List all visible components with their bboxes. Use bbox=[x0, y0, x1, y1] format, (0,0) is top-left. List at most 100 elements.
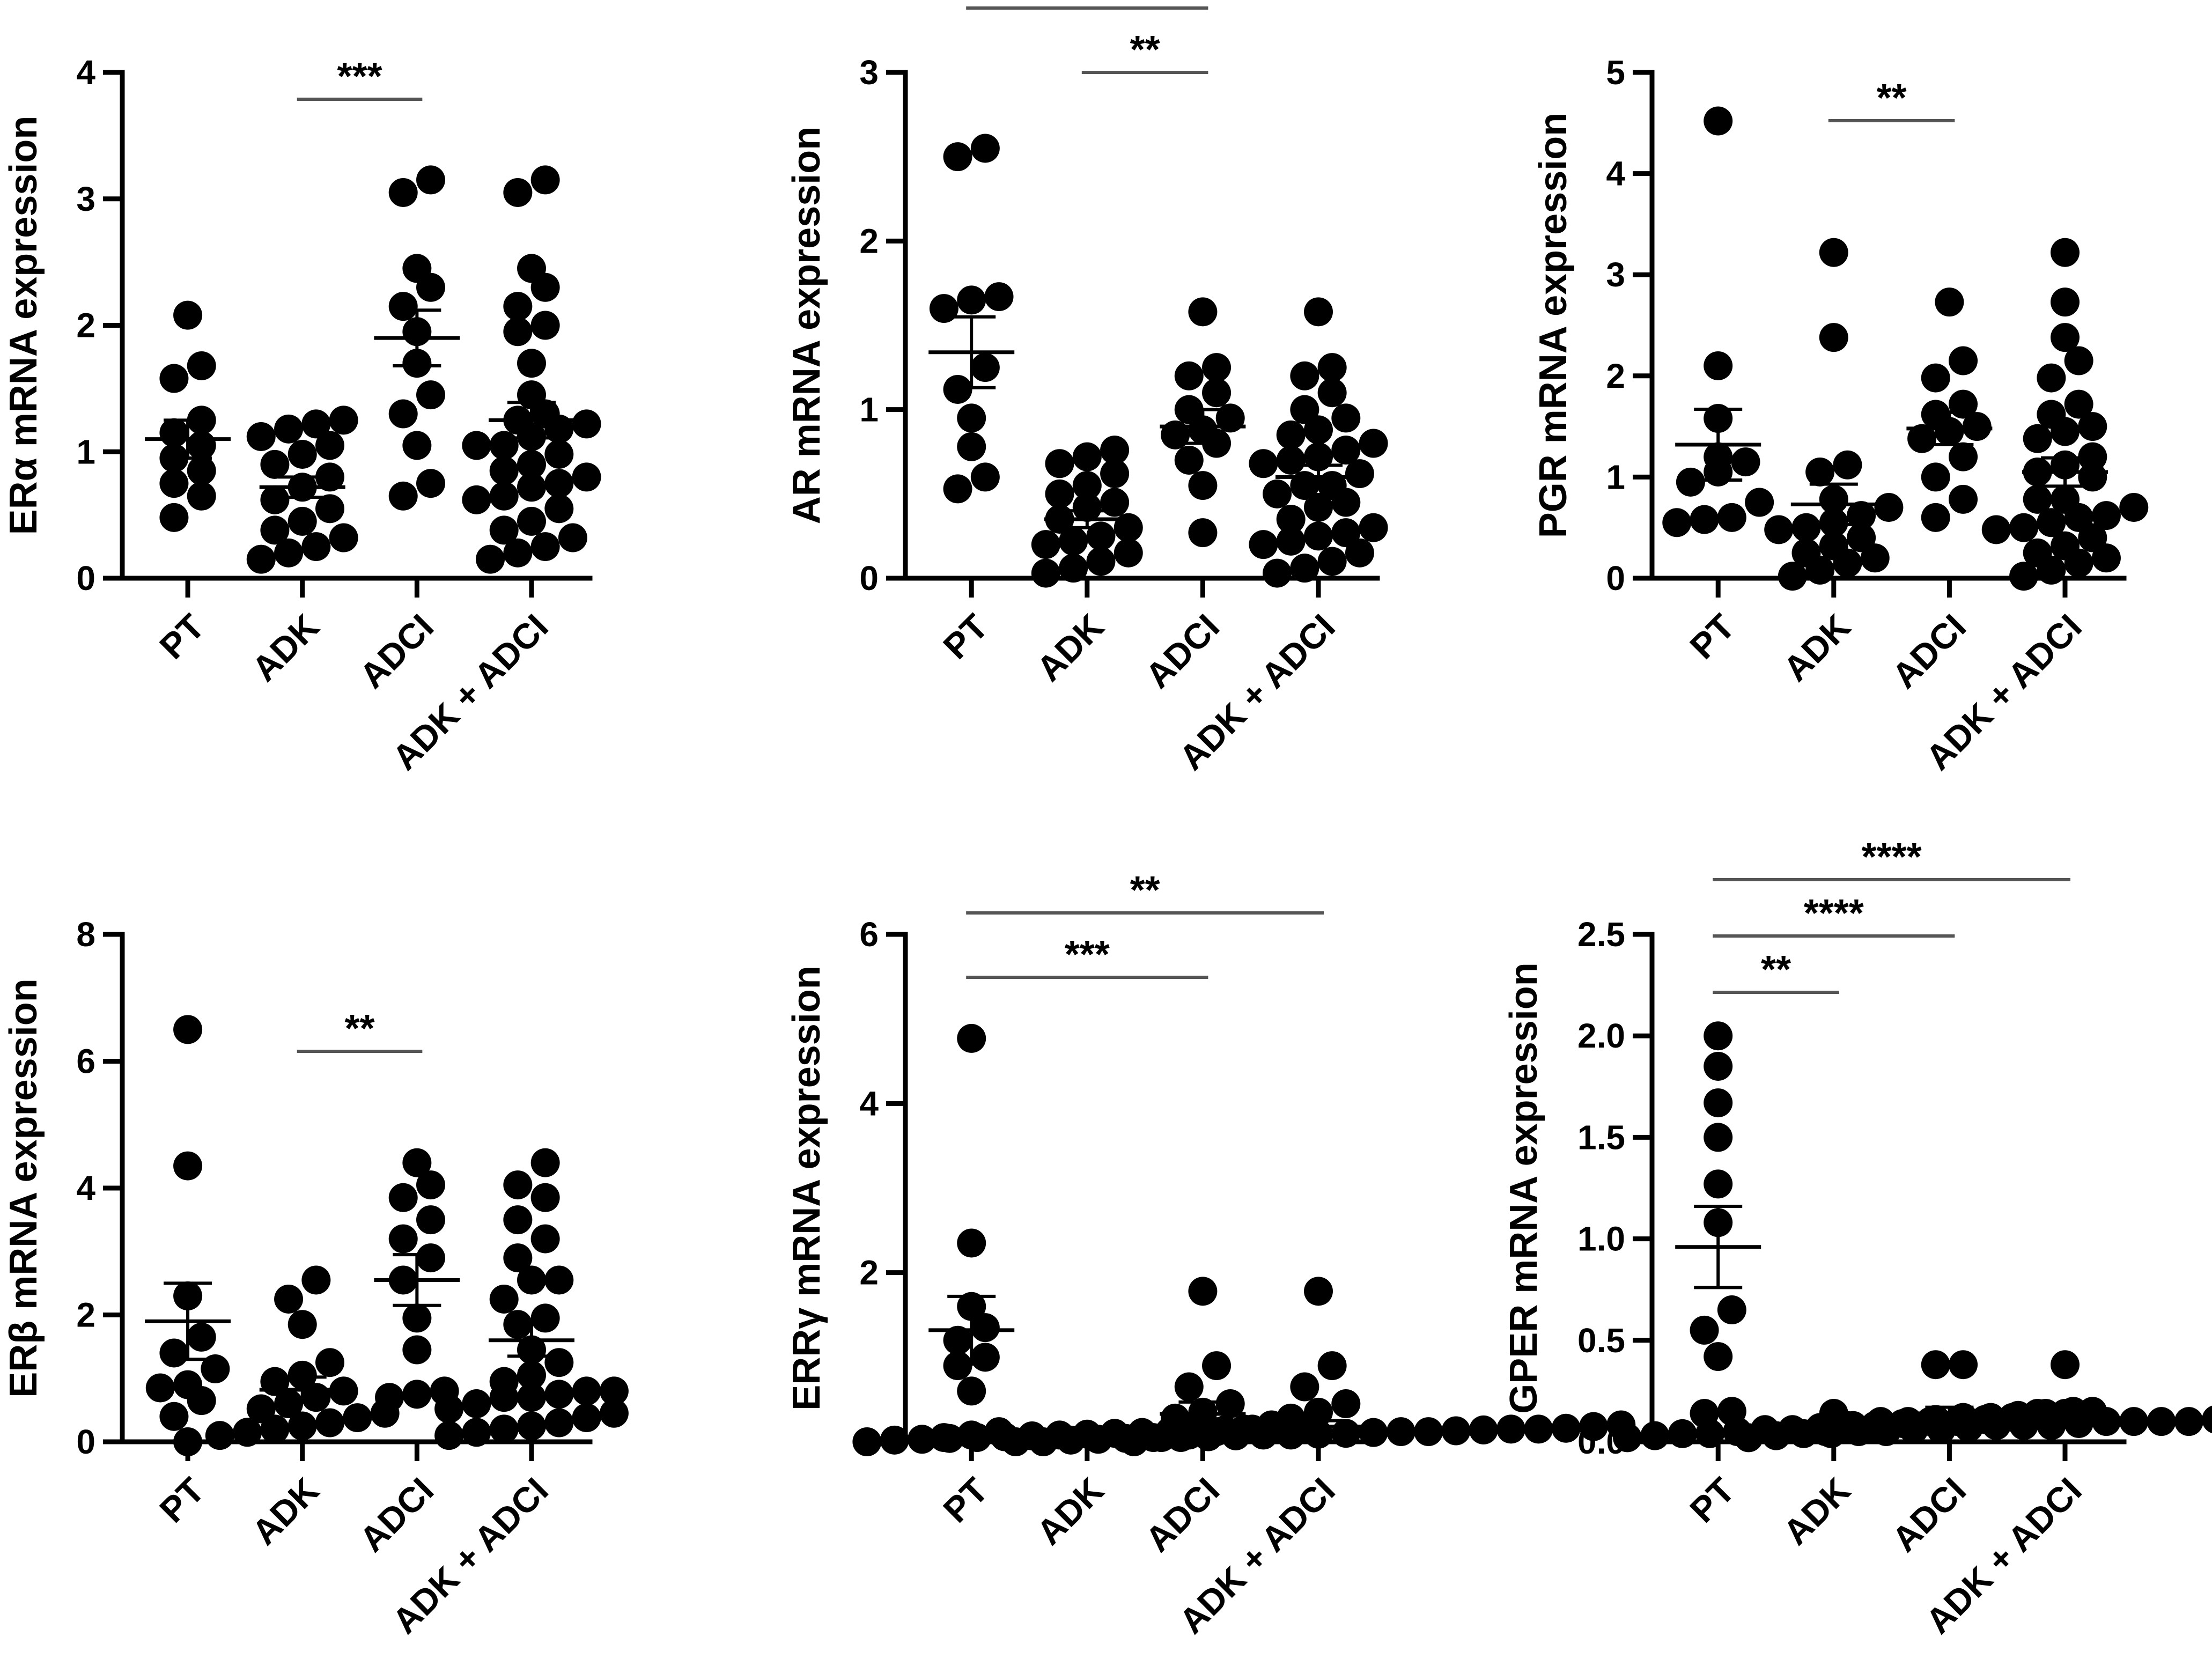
data-point-pt bbox=[957, 1376, 986, 1406]
data-point-adk bbox=[1860, 543, 1890, 573]
y-axis-label: ERα mRNA expression bbox=[2, 116, 45, 535]
data-point-adk-adci bbox=[530, 311, 560, 340]
data-point-adk bbox=[274, 1284, 304, 1314]
significance-label: ** bbox=[345, 1007, 375, 1050]
data-point-pt bbox=[943, 474, 972, 504]
data-point-adk-adci bbox=[517, 506, 546, 536]
data-point-adk-adci bbox=[503, 1170, 533, 1200]
data-point-adci bbox=[1188, 471, 1218, 500]
data-point-adci bbox=[1949, 389, 1978, 419]
y-axis-label: PGR mRNA expression bbox=[1532, 113, 1575, 539]
data-point-adci bbox=[402, 431, 432, 460]
data-point-adk-adci bbox=[2037, 400, 2066, 429]
data-point-adk bbox=[1791, 538, 1821, 567]
data-point-adci bbox=[388, 292, 418, 321]
data-point-pt bbox=[1690, 505, 1719, 534]
data-point-adk-adci bbox=[1331, 1389, 1361, 1419]
data-point-adk bbox=[329, 523, 358, 552]
data-point-adci bbox=[1188, 1277, 1218, 1306]
y-axis-label: AR mRNA expression bbox=[785, 127, 828, 525]
data-point-adk-adci bbox=[1345, 459, 1374, 489]
y-tick-label: 1.5 bbox=[1577, 1118, 1625, 1156]
data-point-adci bbox=[1188, 518, 1218, 548]
data-point-pt bbox=[173, 1370, 203, 1399]
data-point-adk-adci bbox=[434, 1394, 464, 1424]
data-point-adci bbox=[1949, 1350, 1978, 1380]
data-point-pt bbox=[970, 134, 1000, 163]
data-point-pt bbox=[173, 1151, 203, 1181]
data-point-adk-adci bbox=[1345, 538, 1374, 567]
data-point-adk bbox=[1059, 554, 1088, 583]
data-point-adk-adci bbox=[1290, 361, 1319, 390]
data-point-adk-adci bbox=[1331, 518, 1361, 548]
data-point-pt bbox=[943, 1351, 972, 1381]
data-point-adci bbox=[1921, 503, 1950, 532]
x-tick-label-pt: PT bbox=[152, 607, 212, 667]
data-point-pt bbox=[1745, 488, 1774, 517]
data-point-adk bbox=[205, 1421, 234, 1450]
data-point-adk-adci bbox=[2051, 1350, 2080, 1380]
data-point-adci bbox=[1215, 1389, 1245, 1419]
data-point-adci bbox=[1921, 1350, 1950, 1380]
y-tick-label: 2 bbox=[1606, 357, 1625, 395]
data-point-adk bbox=[233, 1418, 262, 1447]
data-point-adci bbox=[388, 399, 418, 429]
data-point-adk bbox=[1045, 449, 1074, 478]
y-tick-label: 0 bbox=[76, 1422, 95, 1461]
x-tick-label-adk: ADK bbox=[1775, 1470, 1858, 1552]
data-point-adk bbox=[301, 532, 331, 562]
data-point-adk bbox=[287, 1411, 317, 1441]
data-point-adk bbox=[301, 1265, 331, 1295]
data-point-adk-adci bbox=[489, 431, 519, 460]
data-point-adk-adci bbox=[1359, 429, 1388, 458]
data-point-adk bbox=[1100, 488, 1130, 517]
data-point-pt bbox=[187, 431, 216, 460]
data-point-adk-adci bbox=[1551, 1413, 1581, 1443]
x-tick-label-adk: ADK bbox=[244, 606, 327, 689]
data-point-adk bbox=[246, 422, 276, 451]
data-point-adk-adci bbox=[517, 473, 546, 502]
significance-label: ** bbox=[1130, 869, 1160, 912]
y-tick-label: 4 bbox=[1606, 154, 1625, 193]
data-point-adk bbox=[1833, 450, 1862, 480]
data-point-adk-adci bbox=[1927, 1415, 1956, 1444]
data-point-adk-adci bbox=[1871, 1417, 1901, 1447]
data-point-adci bbox=[402, 1303, 432, 1333]
data-point-adk-adci bbox=[1139, 1423, 1168, 1453]
y-tick-label: 1 bbox=[1606, 458, 1625, 496]
y-tick-label: 1 bbox=[76, 432, 95, 471]
data-point-adk bbox=[315, 431, 345, 460]
data-point-adk-adci bbox=[2064, 346, 2093, 375]
data-point-adk bbox=[1086, 521, 1116, 551]
data-point-adk-adci bbox=[2009, 562, 2039, 591]
data-point-adci bbox=[402, 1335, 432, 1365]
data-point-adk bbox=[1072, 471, 1102, 500]
data-point-adk-adci bbox=[1166, 1423, 1196, 1453]
data-point-pt bbox=[187, 481, 216, 511]
data-point-pt bbox=[957, 1228, 986, 1258]
data-point-adk-adci bbox=[503, 317, 533, 347]
y-tick-label: 2 bbox=[859, 1254, 879, 1292]
data-point-pt bbox=[159, 1402, 189, 1431]
data-point-adk-adci bbox=[503, 178, 533, 207]
y-axis-label: GPER mRNA expression bbox=[1502, 962, 1545, 1414]
y-axis-label: ERRγ mRNA expression bbox=[785, 965, 828, 1411]
data-point-adci bbox=[388, 481, 418, 511]
y-tick-label: 3 bbox=[1606, 255, 1625, 294]
data-point-adk-adci bbox=[1276, 445, 1306, 475]
data-point-adk-adci bbox=[503, 292, 533, 321]
data-point-adk-adci bbox=[544, 1265, 574, 1295]
data-point-adk-adci bbox=[558, 523, 587, 552]
data-point-pt bbox=[943, 374, 972, 404]
data-point-adk-adci bbox=[1331, 403, 1361, 433]
data-point-adk bbox=[1031, 558, 1060, 588]
data-point-adci bbox=[1921, 400, 1950, 429]
data-point-adk-adci bbox=[1083, 1425, 1113, 1454]
data-point-adk-adci bbox=[544, 469, 574, 498]
data-point-adk-adci bbox=[1249, 449, 1278, 478]
data-point-adk bbox=[246, 544, 276, 574]
data-point-adk bbox=[1764, 515, 1794, 544]
